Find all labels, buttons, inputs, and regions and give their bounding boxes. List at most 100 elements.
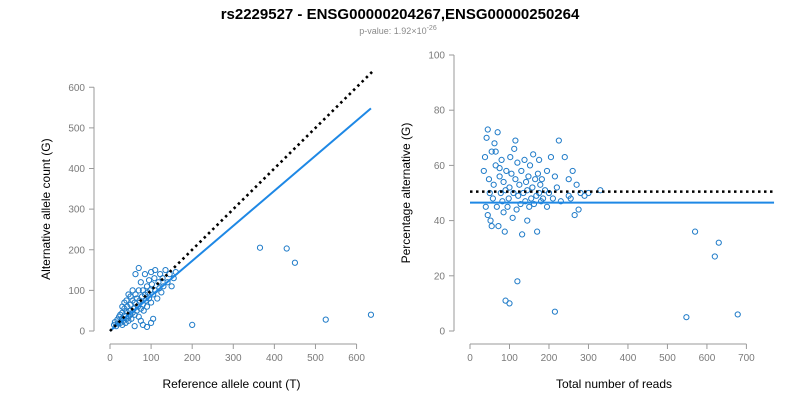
y-axis-label: Percentage alternative (G) [399, 123, 413, 264]
data-point [145, 277, 153, 284]
data-point [481, 154, 489, 161]
data-point [135, 287, 142, 294]
data-point [569, 167, 576, 175]
data-point [528, 195, 535, 202]
data-point [499, 198, 506, 205]
data-point [498, 156, 505, 163]
data-point [512, 137, 519, 144]
y-tick-label: 400 [68, 164, 85, 175]
data-point [128, 315, 135, 322]
x-tick-label: 400 [620, 353, 637, 364]
data-point [504, 203, 511, 210]
data-point [513, 206, 520, 213]
data-point [485, 176, 493, 183]
data-point [127, 293, 134, 300]
data-point [597, 187, 604, 194]
data-point [511, 145, 518, 152]
data-point [691, 228, 699, 235]
data-point [524, 187, 531, 194]
x-tick-label: 300 [580, 353, 597, 364]
data-point [484, 211, 491, 219]
x-tick-label: 500 [659, 353, 676, 364]
data-point [488, 148, 495, 155]
data-point [547, 154, 555, 161]
y-tick-label: 80 [434, 106, 446, 117]
data-point [487, 217, 494, 224]
data-point [522, 178, 530, 186]
data-point [496, 173, 503, 180]
data-point [549, 195, 557, 202]
data-point [507, 154, 514, 161]
data-point [491, 140, 498, 147]
data-point [147, 299, 155, 306]
data-point [121, 299, 128, 306]
left-scatter-panel: 0 100 200 300 400 500 600 0 100 200 300 400 500 600 Re… [39, 70, 375, 391]
data-point [503, 167, 510, 175]
y-tick-label: 0 [79, 327, 85, 338]
figure-subtitle: p-value: 1.92×10-26 [359, 25, 437, 36]
data-point [123, 297, 130, 304]
data-point [158, 289, 165, 296]
x-tick-label: 100 [143, 353, 160, 364]
data-point [496, 165, 503, 172]
data-point [551, 173, 558, 180]
data-point [734, 311, 741, 318]
data-point [488, 223, 495, 230]
data-point [141, 271, 149, 278]
data-point [117, 311, 124, 318]
right-scatter-panel: 0 100 200 300 400 500 600 700 0 20 40 60 80 100 Total … [399, 51, 775, 391]
data-point [283, 245, 290, 252]
data-point [512, 176, 519, 183]
y-tick-label: 600 [68, 83, 85, 94]
data-point [514, 159, 521, 166]
data-point [532, 176, 539, 183]
data-point [538, 176, 545, 183]
data-point [536, 189, 543, 197]
y-tick-label: 40 [434, 216, 446, 227]
data-point [539, 195, 547, 202]
data-point [555, 137, 562, 144]
figure-title: rs2229527 - ENSG00000204267,ENSG00000250… [221, 6, 580, 23]
data-point [571, 211, 578, 219]
data-point [517, 200, 524, 208]
data-point [543, 203, 551, 210]
data-point [565, 192, 572, 199]
data-point [162, 266, 169, 274]
reference-line [109, 70, 374, 332]
data-point [585, 189, 592, 197]
x-tick-label: 700 [738, 353, 755, 364]
data-point [536, 156, 543, 163]
data-point [530, 151, 537, 158]
data-point [129, 287, 136, 294]
data-point [505, 195, 512, 202]
y-tick-label: 300 [68, 205, 85, 216]
data-point [480, 167, 487, 175]
x-tick-label: 0 [467, 353, 473, 364]
data-point [119, 321, 126, 329]
data-point [515, 192, 522, 199]
data-point [367, 311, 375, 318]
data-point [501, 228, 508, 235]
y-tick-label: 100 [68, 286, 85, 297]
y-tick-label: 100 [428, 51, 445, 62]
y-tick-label: 0 [439, 327, 445, 338]
data-point [521, 156, 528, 163]
data-point [502, 297, 509, 304]
data-point [573, 181, 580, 188]
y-tick-label: 60 [434, 161, 446, 172]
data-point [151, 275, 158, 282]
y-tick-label: 20 [434, 271, 446, 282]
data-point [508, 170, 515, 177]
data-point [168, 283, 175, 290]
subtitle-text: p-value: 1.92×10 [359, 26, 426, 36]
data-point [154, 295, 161, 302]
data-point [160, 283, 167, 290]
data-point [551, 308, 558, 315]
data-point [493, 203, 500, 210]
y-tick-label: 200 [68, 245, 85, 256]
x-tick-label: 300 [225, 353, 242, 364]
data-point [322, 316, 329, 323]
data-point [534, 170, 542, 177]
data-point [152, 266, 159, 274]
data-point [514, 278, 521, 285]
